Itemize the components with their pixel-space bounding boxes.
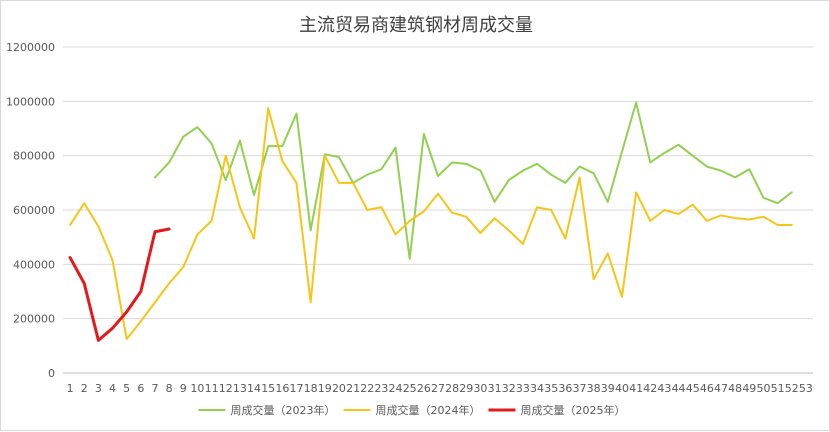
y-tick-label: 600000: [13, 204, 55, 217]
x-tick-label: 50: [756, 382, 770, 395]
x-tick-label: 46: [700, 382, 714, 395]
series-line-1: [153, 101, 793, 260]
legend-label: 周成交量（2025年）: [521, 403, 626, 417]
x-tick-label: 14: [247, 382, 261, 395]
x-tick-label: 9: [180, 382, 187, 395]
x-tick-label: 2: [81, 382, 88, 395]
x-tick-label: 11: [205, 382, 219, 395]
x-tick-label: 29: [459, 382, 473, 395]
x-tick-label: 42: [643, 382, 657, 395]
x-tick-label: 39: [601, 382, 615, 395]
x-tick-label: 44: [672, 382, 686, 395]
y-tick-label: 200000: [13, 313, 55, 326]
y-tick-label: 1200000: [6, 41, 55, 54]
x-tick-label: 24: [389, 382, 403, 395]
x-tick-label: 3: [95, 382, 102, 395]
x-tick-label: 52: [785, 382, 799, 395]
x-tick-label: 25: [403, 382, 417, 395]
legend-label: 周成交量（2023年）: [231, 403, 336, 417]
x-tick-label: 30: [473, 382, 487, 395]
x-tick-label: 16: [275, 382, 289, 395]
x-tick-label: 33: [516, 382, 530, 395]
series-lines: [68, 101, 793, 342]
x-tick-label: 31: [488, 382, 502, 395]
x-tick-label: 38: [587, 382, 601, 395]
x-tick-label: 6: [137, 382, 144, 395]
x-tick-label: 36: [558, 382, 572, 395]
x-tick-label: 49: [742, 382, 756, 395]
x-tick-label: 53: [799, 382, 813, 395]
legend-item: 周成交量（2024年）: [343, 403, 481, 417]
x-tick-label: 7: [151, 382, 158, 395]
x-tick-label: 19: [318, 382, 332, 395]
x-tick-label: 40: [615, 382, 629, 395]
x-tick-label: 34: [530, 382, 544, 395]
gridlines: [63, 46, 813, 374]
x-tick-label: 20: [332, 382, 346, 395]
legend: 周成交量（2023年） 周成交量（2024年） 周成交量（2025年）: [198, 403, 626, 417]
x-tick-label: 21: [346, 382, 360, 395]
x-tick-label: 48: [728, 382, 742, 395]
series-line-3: [68, 227, 171, 342]
y-tick-label: 0: [48, 367, 55, 380]
x-tick-label: 15: [261, 382, 275, 395]
x-tick-label: 22: [360, 382, 374, 395]
legend-item: 周成交量（2025年）: [488, 403, 626, 417]
x-tick-label: 32: [502, 382, 516, 395]
x-tick-label: 28: [445, 382, 459, 395]
x-tick-label: 23: [374, 382, 388, 395]
x-tick-label: 17: [289, 382, 303, 395]
series-line-2: [69, 107, 793, 341]
x-tick-label: 41: [629, 382, 643, 395]
chart-title: 主流贸易商建筑钢材周成交量: [299, 15, 533, 36]
x-tick-label: 5: [123, 382, 130, 395]
x-tick-label: 26: [417, 382, 431, 395]
x-tick-label: 12: [219, 382, 233, 395]
x-tick-label: 45: [686, 382, 700, 395]
y-tick-label: 800000: [13, 150, 55, 163]
x-tick-label: 10: [190, 382, 204, 395]
x-tick-label: 4: [109, 382, 116, 395]
legend-label: 周成交量（2024年）: [376, 403, 481, 417]
x-tick-label: 35: [544, 382, 558, 395]
y-tick-label: 1000000: [6, 95, 55, 108]
x-tick-label: 1: [67, 382, 74, 395]
y-tick-label: 400000: [13, 258, 55, 271]
legend-item: 周成交量（2023年）: [198, 403, 336, 417]
x-tick-label: 18: [304, 382, 318, 395]
x-tick-label: 37: [573, 382, 587, 395]
x-tick-label: 13: [233, 382, 247, 395]
axes: 0 200000 400000 600000 800000 1000000 1200000 1…: [6, 41, 813, 395]
x-tick-label: 47: [714, 382, 728, 395]
x-tick-label: 8: [166, 382, 173, 395]
x-tick-label: 51: [771, 382, 785, 395]
x-tick-label: 43: [657, 382, 671, 395]
x-tick-label: 27: [431, 382, 445, 395]
